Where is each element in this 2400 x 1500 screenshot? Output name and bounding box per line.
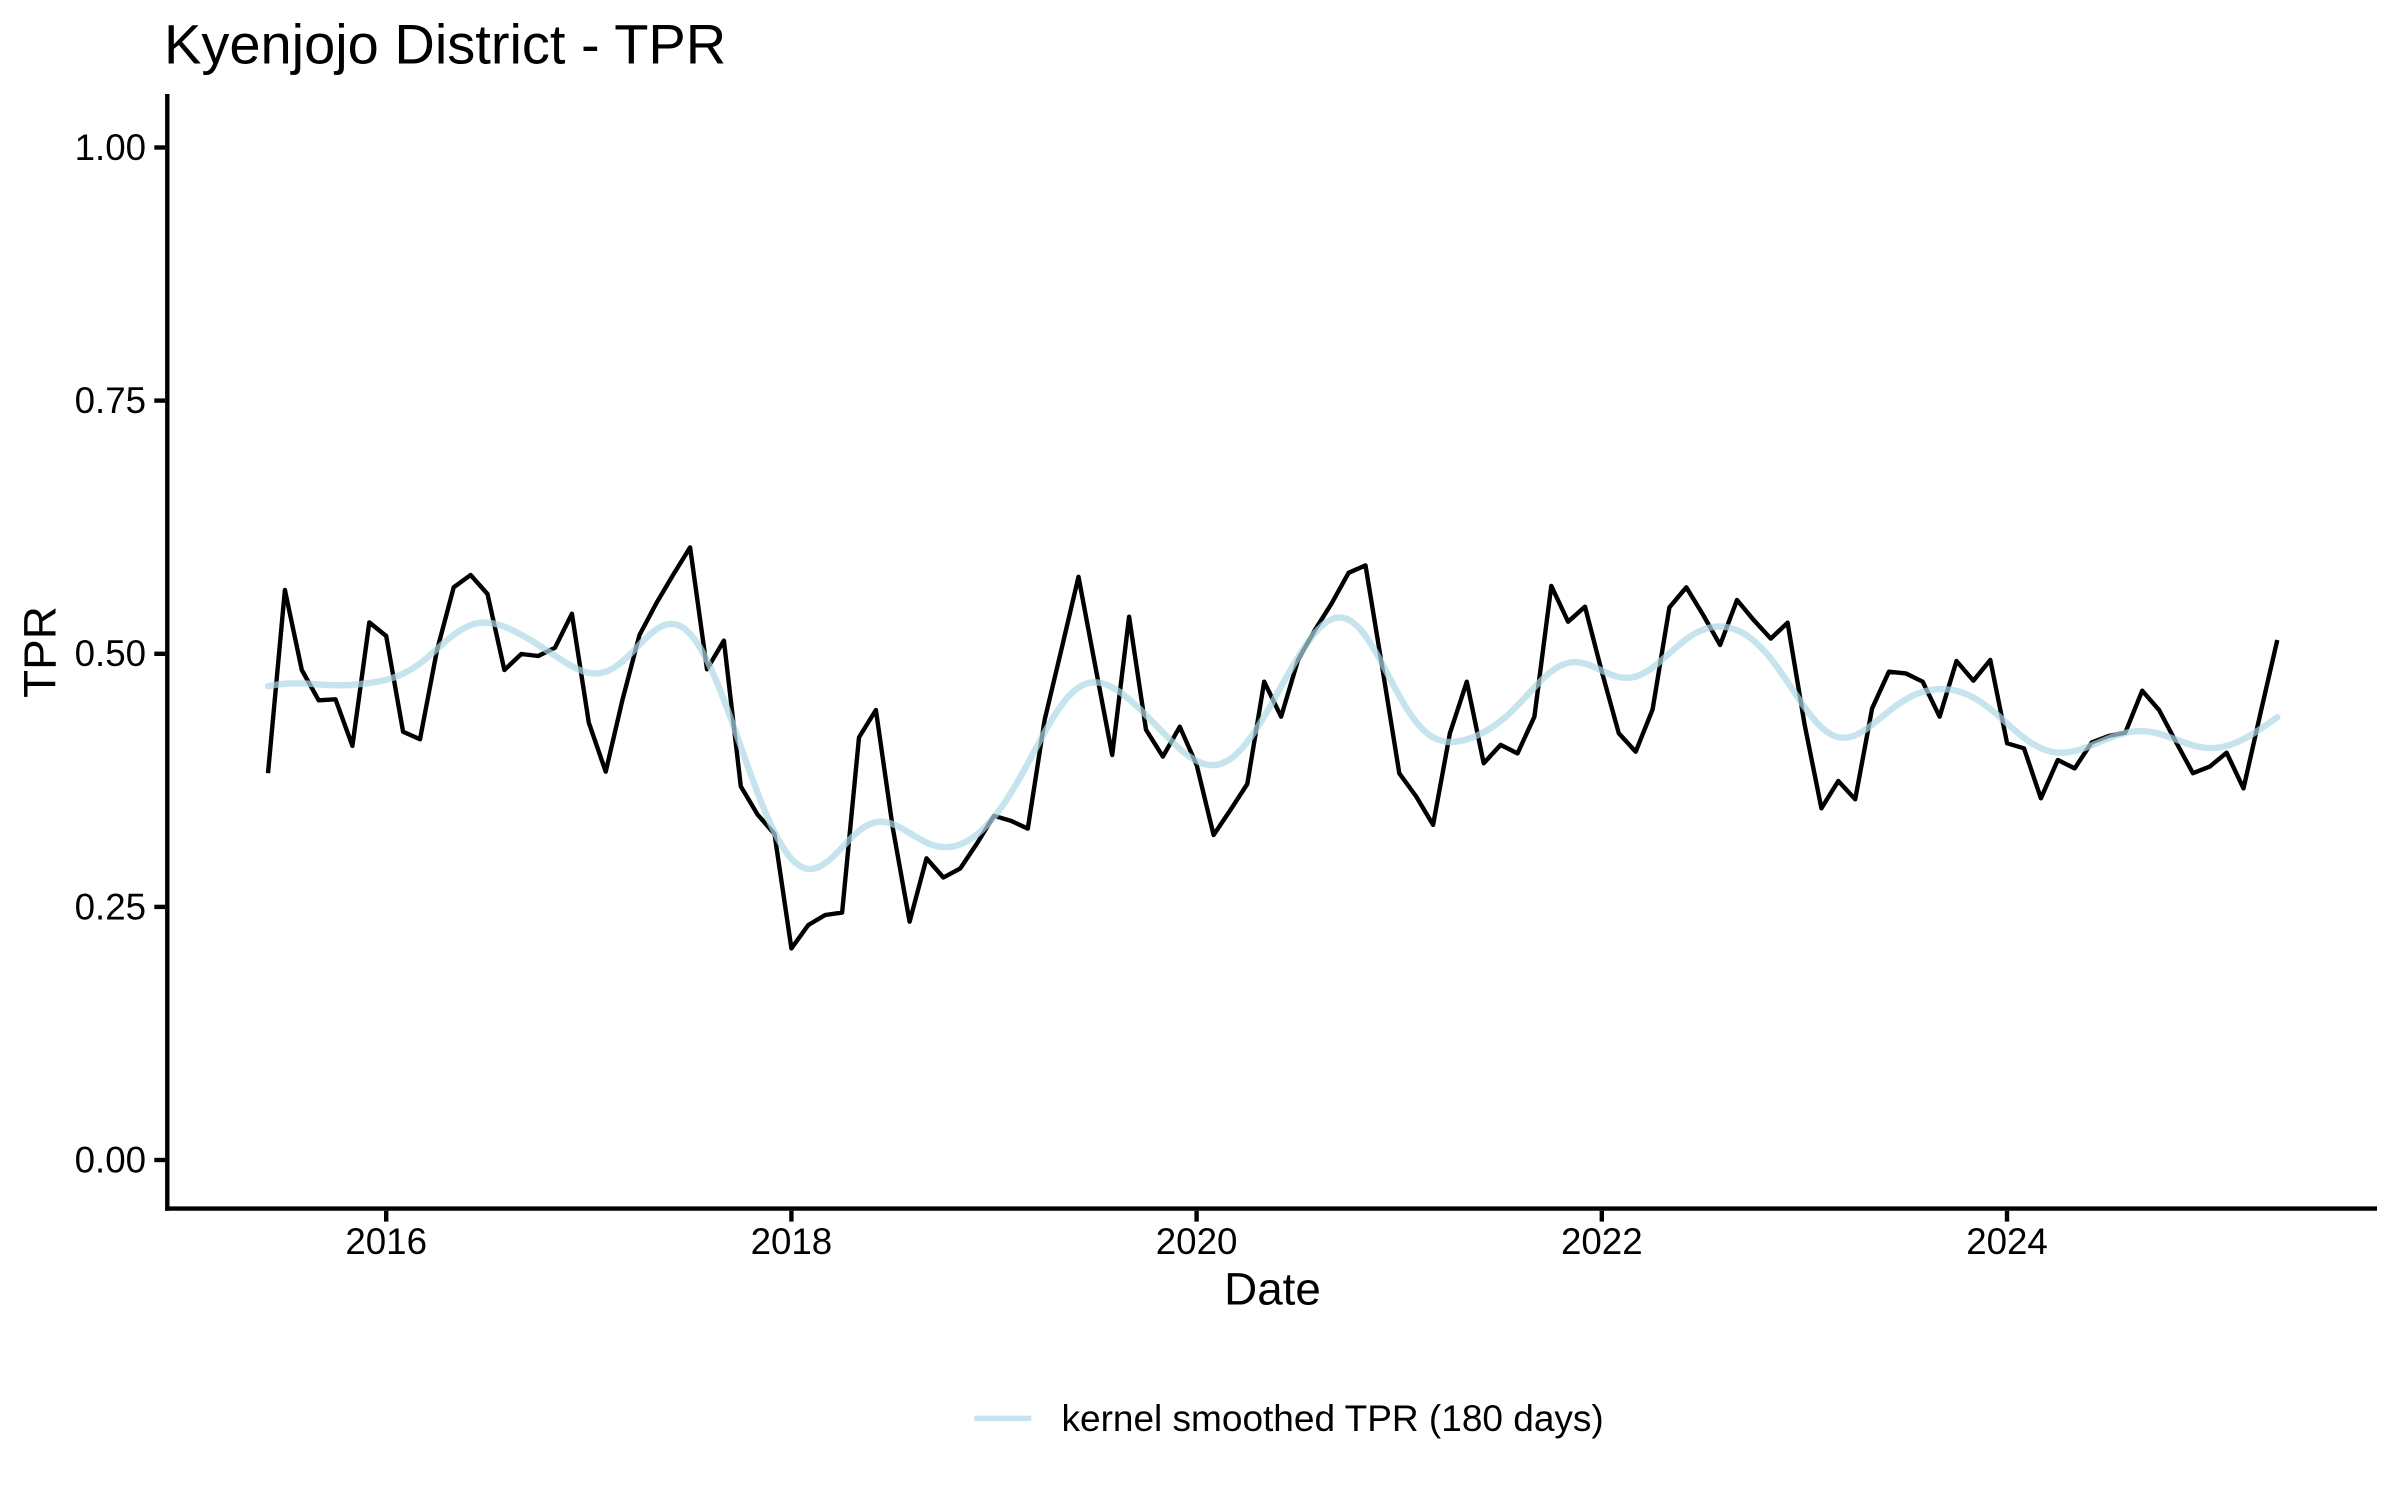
- svg-text:2020: 2020: [1156, 1221, 1238, 1262]
- svg-text:Kyenjojo District - TPR: Kyenjojo District - TPR: [164, 13, 726, 76]
- svg-text:2024: 2024: [1966, 1221, 2048, 1262]
- svg-text:0.75: 0.75: [75, 380, 146, 421]
- svg-text:2018: 2018: [751, 1221, 833, 1262]
- svg-text:2022: 2022: [1561, 1221, 1643, 1262]
- svg-text:Date: Date: [1224, 1264, 1321, 1315]
- svg-text:2016: 2016: [345, 1221, 427, 1262]
- svg-text:TPR: TPR: [14, 606, 65, 698]
- svg-text:kernel smoothed TPR (180 days): kernel smoothed TPR (180 days): [1062, 1398, 1604, 1439]
- svg-text:0.50: 0.50: [75, 633, 146, 674]
- svg-text:1.00: 1.00: [75, 127, 146, 168]
- svg-text:0.25: 0.25: [75, 886, 146, 927]
- svg-text:0.00: 0.00: [75, 1140, 146, 1181]
